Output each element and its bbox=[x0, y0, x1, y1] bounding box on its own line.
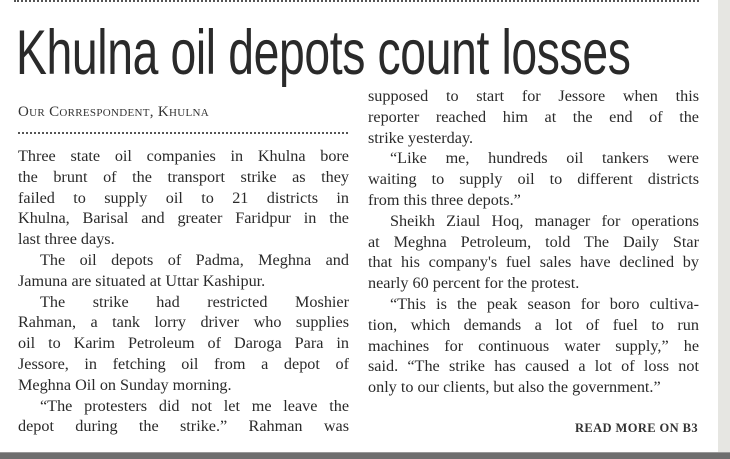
article-line: Rahman, a tank lorry driver who supplies bbox=[18, 313, 349, 332]
byline-dotted-rule bbox=[18, 132, 348, 134]
article-line: last three days. bbox=[18, 230, 115, 249]
read-more-link[interactable]: READ MORE ON B3 bbox=[574, 421, 698, 435]
article-line: waiting to supply oil to different distr… bbox=[368, 170, 699, 189]
article-line: nearly 60 percent for the protest. bbox=[368, 274, 580, 293]
bottom-rule bbox=[0, 452, 730, 459]
article-line: oil to Karim Petroleum of Daroga Para in bbox=[18, 334, 349, 353]
article-line: “This is the peak season for boro cultiv… bbox=[390, 294, 699, 313]
article-line: The strike had restricted Moshier bbox=[40, 292, 349, 311]
article-line: Three state oil companies in Khulna bore bbox=[18, 147, 349, 165]
article-line: failed to supply oil to 21 districts in bbox=[18, 188, 349, 207]
article-line: Meghna Oil on Sunday morning. bbox=[18, 375, 232, 394]
article-line: the brunt of the transport strike as the… bbox=[18, 167, 349, 186]
article-line: machines for continuous water supply,” h… bbox=[368, 336, 699, 355]
top-dotted-rule bbox=[14, 0, 699, 8]
article-line: said. “The strike has caused a lot of lo… bbox=[368, 357, 699, 376]
article-line: The oil depots of Padma, Meghna and bbox=[40, 250, 349, 269]
article-line: reporter reached him at the end of the bbox=[368, 107, 699, 126]
article-line: that his company's fuel sales have decli… bbox=[368, 253, 699, 272]
article-line: Sheikh Ziaul Hoq, manager for operations bbox=[390, 211, 699, 230]
article-line: Khulna, Barisal and greater Faridpur in … bbox=[18, 209, 349, 228]
page-margin-strip bbox=[718, 0, 730, 452]
headline: Khulna oil depots count losses bbox=[16, 18, 631, 88]
article-line: “Like me, hundreds oil tankers were bbox=[390, 149, 699, 168]
byline: Our Correspondent, Khulna bbox=[18, 104, 209, 120]
article-line: at Meghna Petroleum, told The Daily Star bbox=[368, 232, 699, 251]
article-line: only to our clients, but also the govern… bbox=[368, 378, 661, 397]
article-line: “The protesters did not let me leave the bbox=[40, 396, 349, 415]
article-line: from this three depots.” bbox=[368, 190, 521, 209]
article-line: depot during the strike.” Rahman was bbox=[18, 417, 349, 436]
article-line: strike yesterday. bbox=[368, 128, 474, 147]
article-line: Jamuna are situated at Uttar Kashipur. bbox=[18, 271, 266, 290]
article-column-left: Three state oil companies in Khulna bore… bbox=[18, 146, 349, 437]
article-line: tion, which demands a lot of fuel to run bbox=[368, 315, 699, 334]
article-line: supposed to start for Jessore when this bbox=[368, 87, 699, 105]
article-column-right: supposed to start for Jessore when this r… bbox=[368, 86, 699, 398]
article-line: Jessore, in fetching oil from a depot of bbox=[18, 354, 349, 373]
